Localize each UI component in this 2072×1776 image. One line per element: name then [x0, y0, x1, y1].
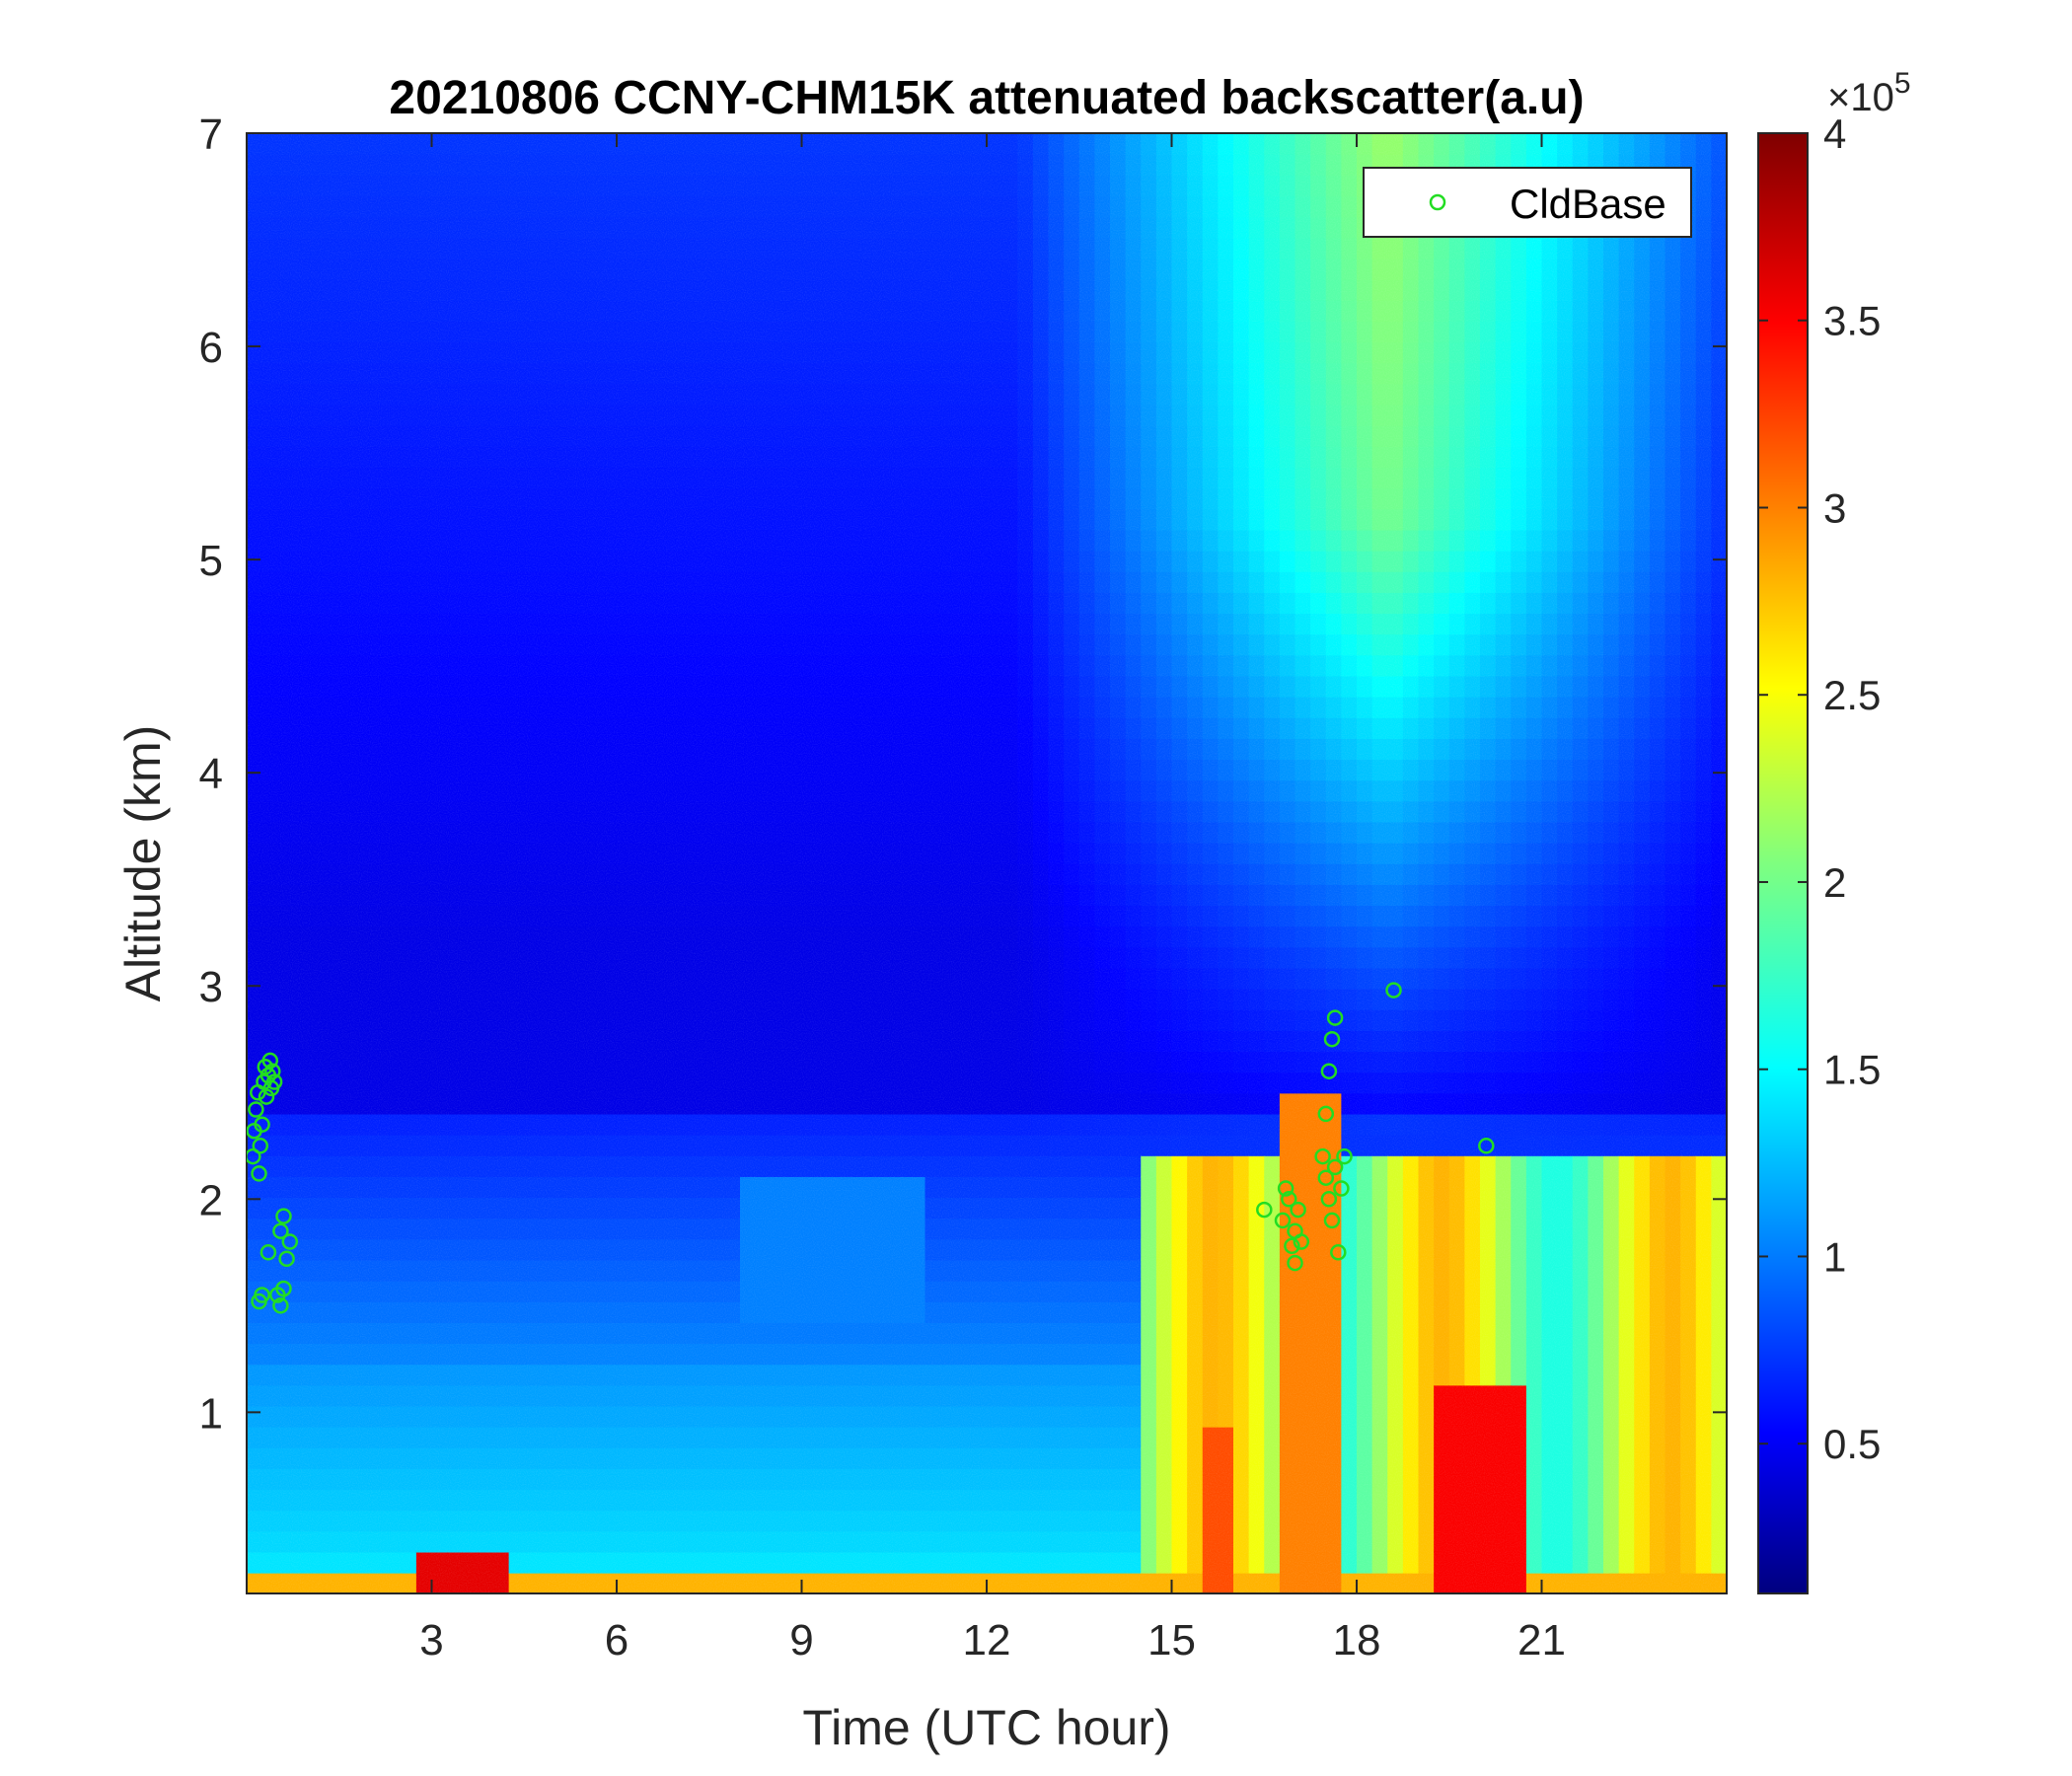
chart-title: 20210806 CCNY-CHM15K attenuated backscat…	[389, 72, 1584, 124]
heatmap-field	[247, 133, 1727, 1593]
